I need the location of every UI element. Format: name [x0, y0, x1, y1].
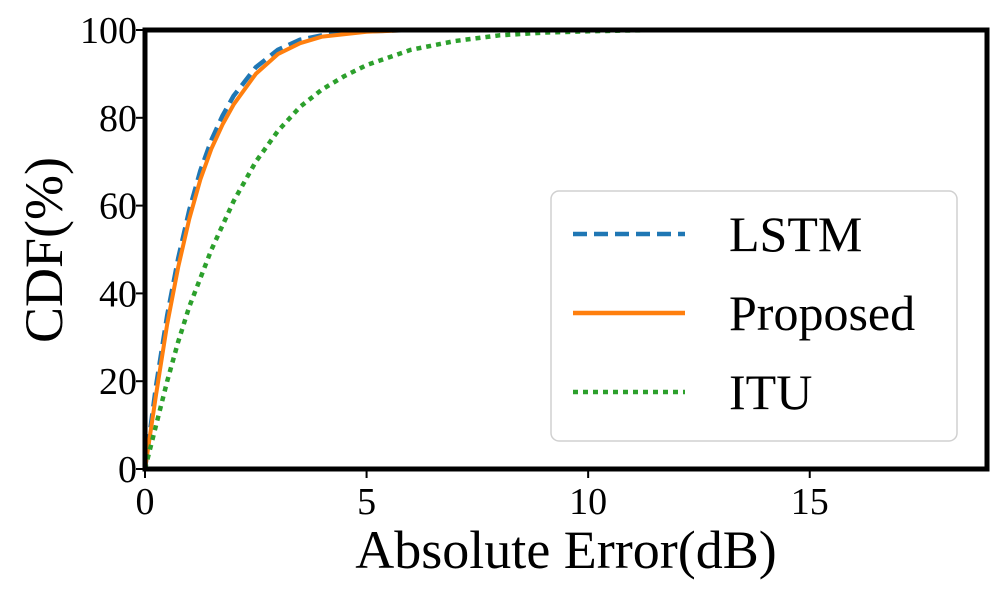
x-axis-ticks: 0 5 10 15	[136, 469, 829, 523]
legend-label-itu: ITU	[729, 364, 812, 420]
y-tick-label: 60	[99, 186, 137, 228]
y-tick-label: 20	[99, 361, 137, 403]
y-tick-label: 40	[99, 273, 137, 315]
y-axis-title: CDF(%)	[14, 157, 74, 343]
series-line-itu	[142, 27, 699, 470]
y-tick-label: 0	[118, 449, 137, 491]
y-axis-ticks: 0 20 40 60 80 100	[80, 10, 145, 491]
x-tick-label: 5	[357, 481, 376, 523]
y-tick-label: 100	[80, 10, 137, 52]
plot-lines	[142, 27, 699, 470]
legend-label-proposed: Proposed	[729, 285, 915, 341]
x-tick-label: 15	[791, 481, 829, 523]
x-axis-title: Absolute Error(dB)	[355, 520, 776, 580]
x-tick-label: 0	[136, 481, 155, 523]
y-tick-label: 80	[99, 98, 137, 140]
legend: LSTM Proposed ITU	[550, 190, 958, 442]
series-line-proposed	[143, 28, 456, 470]
x-tick-label: 10	[569, 481, 607, 523]
plot-frame	[142, 27, 990, 472]
legend-box	[550, 190, 958, 442]
legend-label-lstm: LSTM	[729, 206, 862, 262]
